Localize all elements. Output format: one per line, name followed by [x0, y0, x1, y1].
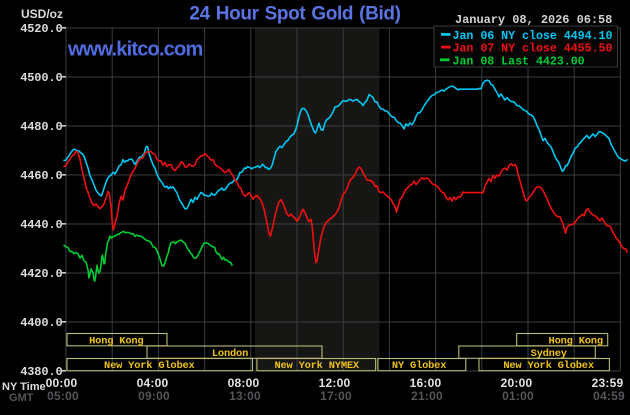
svg-text:20:00: 20:00 — [501, 376, 533, 390]
svg-text:4460.0: 4460.0 — [20, 169, 62, 183]
svg-text:4440.0: 4440.0 — [20, 218, 62, 232]
svg-text:24 Hour Spot Gold (Bid): 24 Hour Spot Gold (Bid) — [189, 4, 400, 25]
svg-text:USD/oz: USD/oz — [21, 7, 63, 21]
svg-text:GMT: GMT — [9, 392, 34, 404]
svg-text:05:00: 05:00 — [47, 389, 79, 403]
svg-text:17:00: 17:00 — [320, 389, 352, 403]
svg-text:Hong Kong: Hong Kong — [549, 335, 603, 347]
svg-text:Hong Kong: Hong Kong — [89, 335, 143, 347]
svg-text:04:00: 04:00 — [137, 376, 169, 390]
svg-text:08:00: 08:00 — [228, 376, 260, 390]
svg-text:09:00: 09:00 — [138, 389, 170, 403]
svg-text:January 08, 2026 06:58: January 08, 2026 06:58 — [455, 13, 612, 27]
svg-text:London: London — [212, 348, 248, 360]
svg-text:Jan 07 NY close 4455.50: Jan 07 NY close 4455.50 — [453, 42, 613, 56]
svg-text:12:00: 12:00 — [319, 376, 351, 390]
svg-text:13:00: 13:00 — [229, 389, 261, 403]
svg-text:4380.0: 4380.0 — [20, 365, 62, 379]
svg-text:4480.0: 4480.0 — [20, 120, 62, 134]
svg-text:NY Time: NY Time — [2, 381, 46, 393]
svg-text:New York Globex: New York Globex — [503, 360, 594, 372]
svg-text:01:00: 01:00 — [502, 389, 534, 403]
svg-text:New York NYMEX: New York NYMEX — [274, 360, 359, 372]
svg-text:Jan 08 Last 4423.00: Jan 08 Last 4423.00 — [453, 54, 585, 68]
svg-text:23:59: 23:59 — [592, 376, 624, 390]
svg-text:New York Globex: New York Globex — [104, 360, 195, 372]
svg-text:00:00: 00:00 — [46, 376, 78, 390]
svg-text:4420.0: 4420.0 — [20, 267, 62, 281]
svg-text:04:59: 04:59 — [593, 389, 625, 403]
svg-text:4520.0: 4520.0 — [20, 22, 62, 36]
svg-text:Sydney: Sydney — [531, 348, 568, 360]
svg-text:16:00: 16:00 — [410, 376, 442, 390]
svg-text:NY Globex: NY Globex — [392, 360, 446, 372]
svg-text:www.kitco.com: www.kitco.com — [67, 39, 202, 61]
svg-text:21:00: 21:00 — [411, 389, 443, 403]
svg-text:Jan 06 NY close 4494.10: Jan 06 NY close 4494.10 — [453, 29, 613, 43]
svg-text:4500.0: 4500.0 — [20, 71, 62, 85]
svg-text:4400.0: 4400.0 — [20, 316, 62, 330]
